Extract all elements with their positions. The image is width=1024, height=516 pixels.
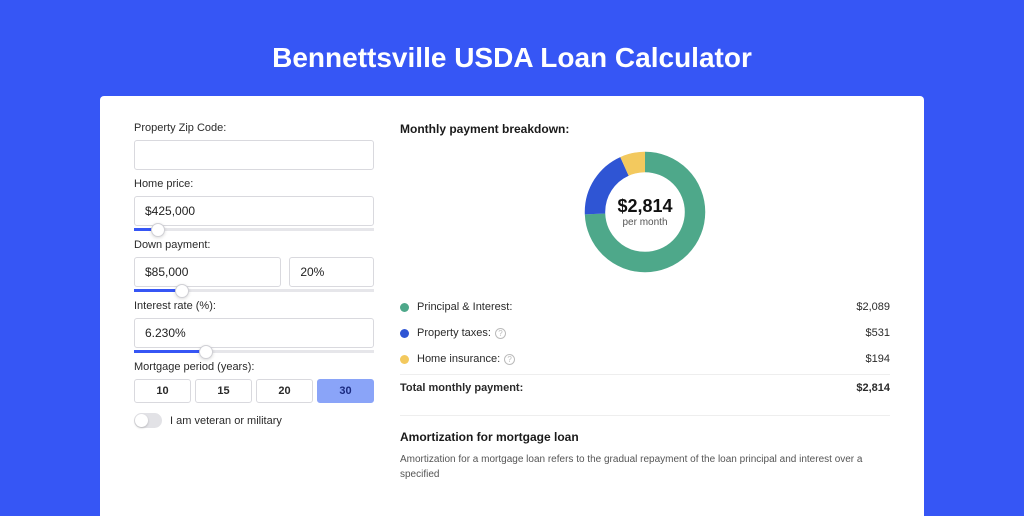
breakdown-row: Home insurance:? $194 bbox=[400, 346, 890, 372]
home-price-field: Home price: bbox=[134, 178, 374, 231]
mortgage-period-field: Mortgage period (years): 10152030 bbox=[134, 361, 374, 403]
interest-rate-field: Interest rate (%): bbox=[134, 300, 374, 353]
home-price-input[interactable] bbox=[134, 196, 374, 226]
breakdown-title: Monthly payment breakdown: bbox=[400, 122, 890, 136]
zip-field: Property Zip Code: bbox=[134, 122, 374, 170]
amortization-title: Amortization for mortgage loan bbox=[400, 430, 890, 444]
home-price-slider-thumb[interactable] bbox=[151, 223, 165, 237]
down-payment-amount-input[interactable] bbox=[134, 257, 281, 287]
veteran-toggle-knob bbox=[135, 414, 148, 427]
down-payment-slider[interactable] bbox=[134, 289, 374, 292]
form-column: Property Zip Code: Home price: Down paym… bbox=[134, 122, 374, 516]
breakdown-column: Monthly payment breakdown: $2,814 per mo… bbox=[400, 122, 890, 516]
veteran-toggle-label: I am veteran or military bbox=[170, 415, 282, 427]
amortization-text: Amortization for a mortgage loan refers … bbox=[400, 452, 890, 482]
home-price-slider[interactable] bbox=[134, 228, 374, 231]
donut-container: $2,814 per month bbox=[400, 146, 890, 278]
donut-sub: per month bbox=[622, 217, 667, 228]
down-payment-field: Down payment: bbox=[134, 239, 374, 292]
breakdown-total-row: Total monthly payment: $2,814 bbox=[400, 374, 890, 401]
veteran-toggle[interactable] bbox=[134, 413, 162, 428]
legend-dot bbox=[400, 303, 409, 312]
breakdown-label: Home insurance: bbox=[417, 353, 500, 365]
interest-rate-slider-thumb[interactable] bbox=[199, 345, 213, 359]
section-divider bbox=[400, 415, 890, 416]
breakdown-label: Property taxes: bbox=[417, 327, 491, 339]
mortgage-period-option-10[interactable]: 10 bbox=[134, 379, 191, 403]
mortgage-period-option-15[interactable]: 15 bbox=[195, 379, 252, 403]
legend-dot bbox=[400, 329, 409, 338]
interest-rate-input[interactable] bbox=[134, 318, 374, 348]
home-price-label: Home price: bbox=[134, 178, 374, 190]
breakdown-label: Principal & Interest: bbox=[417, 301, 512, 313]
mortgage-period-option-30[interactable]: 30 bbox=[317, 379, 374, 403]
total-value: $2,814 bbox=[856, 382, 890, 394]
down-payment-percent-input[interactable] bbox=[289, 257, 374, 287]
donut-amount: $2,814 bbox=[617, 196, 672, 217]
breakdown-value: $194 bbox=[866, 353, 890, 365]
info-icon[interactable]: ? bbox=[495, 328, 506, 339]
zip-input[interactable] bbox=[134, 140, 374, 170]
interest-rate-label: Interest rate (%): bbox=[134, 300, 374, 312]
payment-donut-chart: $2,814 per month bbox=[579, 146, 711, 278]
total-label: Total monthly payment: bbox=[400, 382, 523, 394]
zip-label: Property Zip Code: bbox=[134, 122, 374, 134]
mortgage-period-label: Mortgage period (years): bbox=[134, 361, 374, 373]
mortgage-period-option-20[interactable]: 20 bbox=[256, 379, 313, 403]
breakdown-value: $2,089 bbox=[856, 301, 890, 313]
breakdown-row: Property taxes:? $531 bbox=[400, 320, 890, 346]
down-payment-slider-thumb[interactable] bbox=[175, 284, 189, 298]
donut-center: $2,814 per month bbox=[579, 146, 711, 278]
breakdown-list: Principal & Interest: $2,089 Property taxe… bbox=[400, 294, 890, 372]
interest-rate-slider[interactable] bbox=[134, 350, 374, 353]
calculator-card: Property Zip Code: Home price: Down paym… bbox=[100, 96, 924, 516]
veteran-toggle-row: I am veteran or military bbox=[134, 413, 374, 428]
info-icon[interactable]: ? bbox=[504, 354, 515, 365]
legend-dot bbox=[400, 355, 409, 364]
page-title: Bennettsville USDA Loan Calculator bbox=[0, 0, 1024, 96]
breakdown-value: $531 bbox=[866, 327, 890, 339]
breakdown-row: Principal & Interest: $2,089 bbox=[400, 294, 890, 320]
down-payment-label: Down payment: bbox=[134, 239, 374, 251]
